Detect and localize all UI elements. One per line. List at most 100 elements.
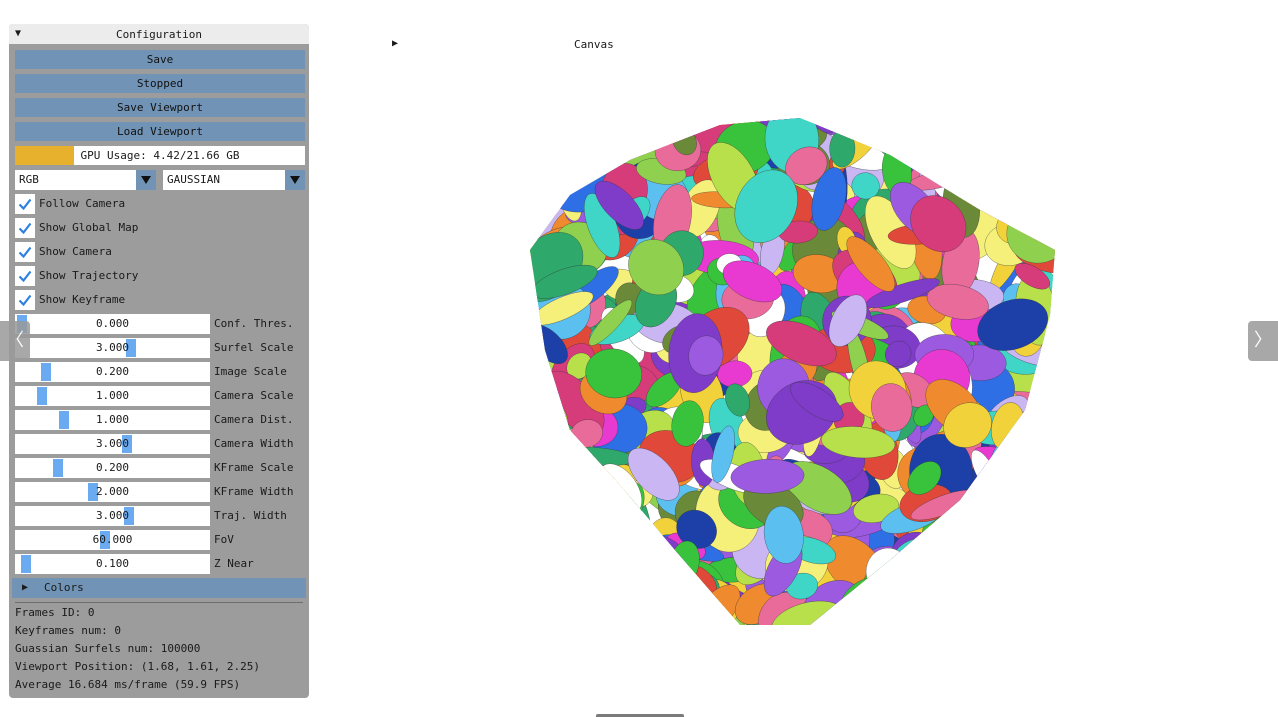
- slider-value: 0.100: [95, 557, 130, 570]
- surfel-blob: [530, 118, 565, 168]
- surfel-blob: [991, 470, 1012, 512]
- surfel-blob: [530, 120, 602, 176]
- slider-label: Camera Dist.: [214, 413, 294, 426]
- right-collapse-arrow-icon[interactable]: 〉: [1248, 321, 1278, 361]
- slider-grab[interactable]: [88, 483, 98, 501]
- surfel-blob: [730, 459, 805, 494]
- slider-grab[interactable]: [37, 387, 47, 405]
- surfel-blob: [1036, 425, 1055, 449]
- checkbox[interactable]: [15, 242, 35, 262]
- chevron-down-icon[interactable]: [285, 170, 305, 190]
- surfel-blob: [571, 121, 603, 153]
- expand-triangle-icon[interactable]: ▶: [22, 582, 29, 593]
- slider-value: 1.000: [95, 389, 130, 402]
- surfel-blob: [547, 127, 610, 171]
- surfel-blob: [982, 494, 1027, 536]
- checkbox[interactable]: [15, 290, 35, 310]
- surfel-blob: [725, 383, 750, 417]
- surfel-blob: [946, 590, 987, 625]
- surfel-blob: [588, 299, 633, 346]
- surfel-blob: [589, 574, 633, 610]
- surfel-blob: [967, 517, 1011, 551]
- left-collapse-arrow-icon[interactable]: 〈: [0, 321, 30, 361]
- surfel-blob: [630, 572, 683, 625]
- render-mode-select[interactable]: GAUSSIAN: [163, 170, 305, 190]
- surfel-blob: [898, 603, 962, 625]
- gpu-usage-text: GPU Usage: 4.42/21.66 GB: [80, 149, 240, 162]
- slider-grab[interactable]: [53, 459, 63, 477]
- surfel-blob: [925, 118, 995, 147]
- surfel-blob: [555, 579, 608, 620]
- colors-section-header[interactable]: ▶ Colors: [12, 578, 306, 598]
- stopped-button[interactable]: Stopped: [15, 74, 305, 93]
- slider[interactable]: 0.100: [15, 554, 210, 574]
- save-button[interactable]: Save: [15, 50, 305, 69]
- configuration-header[interactable]: ▼ Configuration: [9, 24, 309, 44]
- surfel-blob: [618, 118, 647, 130]
- checkbox-label: Show Trajectory: [39, 269, 139, 282]
- slider-row: 3.000 Traj. Width: [15, 506, 305, 526]
- slider-grab[interactable]: [124, 507, 134, 525]
- bottom-drag-handle[interactable]: [596, 714, 684, 717]
- surfel-blob: [962, 562, 994, 590]
- slider-row: 0.200 Image Scale: [15, 362, 305, 382]
- surfel-blob: [1012, 562, 1055, 625]
- surfel-blob: [951, 153, 973, 176]
- surfel-blob: [962, 523, 1035, 595]
- save-viewport-button[interactable]: Save Viewport: [15, 98, 305, 117]
- slider-grab[interactable]: [126, 339, 136, 357]
- surfel-blob: [991, 526, 1036, 584]
- gpu-usage-bar: GPU Usage: 4.42/21.66 GB: [15, 146, 305, 165]
- slider-grab[interactable]: [122, 435, 132, 453]
- surfel-blob: [939, 589, 971, 622]
- slider[interactable]: 0.200: [15, 458, 210, 478]
- surfel-blob: [868, 580, 926, 602]
- surfel-blob: [621, 584, 646, 612]
- slider[interactable]: 1.000: [15, 410, 210, 430]
- slider-grab[interactable]: [100, 531, 110, 549]
- surfel-blob: [1015, 118, 1053, 161]
- surfel-blob: [567, 456, 599, 531]
- surfel-blob: [952, 118, 985, 150]
- surfel-blob: [854, 590, 880, 625]
- surfel-blob: [666, 610, 709, 625]
- checkbox-label: Follow Camera: [39, 197, 126, 210]
- surfel-blob: [985, 118, 1013, 148]
- slider[interactable]: 60.000: [15, 530, 210, 550]
- slider[interactable]: 3.000: [15, 338, 210, 358]
- color-mode-select[interactable]: RGB: [15, 170, 156, 190]
- slider[interactable]: 1.000: [15, 386, 210, 406]
- load-viewport-button[interactable]: Load Viewport: [15, 122, 305, 141]
- checkbox[interactable]: [15, 218, 35, 238]
- slider[interactable]: 2.000: [15, 482, 210, 502]
- surfel-blob: [602, 118, 672, 149]
- surfel-blob: [553, 151, 594, 182]
- slider[interactable]: 3.000: [15, 506, 210, 526]
- surfel-blob: [1003, 508, 1035, 541]
- surfel-blob: [851, 172, 880, 200]
- slider-grab[interactable]: [59, 411, 69, 429]
- surfel-blob: [558, 561, 596, 616]
- checkmark-icon: [18, 198, 32, 211]
- surfel-blob: [763, 505, 804, 564]
- slider-grab[interactable]: [41, 363, 51, 381]
- surfel-blob: [544, 466, 576, 508]
- slider-row: 60.000 FoV: [15, 530, 305, 550]
- chevron-down-icon[interactable]: [136, 170, 156, 190]
- slider[interactable]: 3.000: [15, 434, 210, 454]
- gaussian-surfel-render[interactable]: [510, 100, 1070, 640]
- surfel-blob: [957, 546, 986, 593]
- surfel-blob: [928, 534, 960, 561]
- checkbox[interactable]: [15, 194, 35, 214]
- checkbox[interactable]: [15, 266, 35, 286]
- slider-grab[interactable]: [21, 555, 31, 573]
- slider[interactable]: 0.000: [15, 314, 210, 334]
- canvas-expand-icon[interactable]: ▶: [392, 38, 399, 49]
- surfel-blob: [591, 519, 652, 583]
- surfel-blob: [550, 601, 572, 625]
- surfel-blob: [906, 118, 977, 136]
- surfel-blob: [588, 124, 637, 161]
- slider[interactable]: 0.200: [15, 362, 210, 382]
- collapse-triangle-icon[interactable]: ▼: [15, 28, 22, 39]
- surfel-blob: [594, 180, 644, 230]
